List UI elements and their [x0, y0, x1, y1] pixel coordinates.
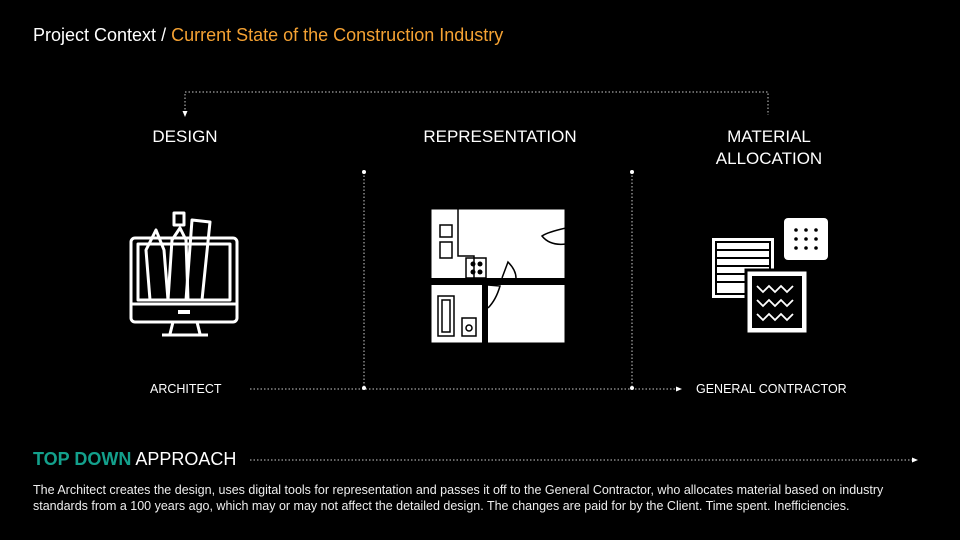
approach-heading: TOP DOWN APPROACH: [33, 449, 236, 470]
arrow-down-icon: [182, 111, 188, 117]
node-dot: [630, 170, 634, 174]
breadcrumb-separator: /: [156, 25, 172, 45]
role-general-contractor: GENERAL CONTRACTOR: [696, 382, 847, 396]
node-dot: [362, 386, 366, 390]
page-title: Project Context / Current State of the C…: [33, 25, 503, 46]
description-paragraph: The Architect creates the design, uses d…: [33, 483, 884, 513]
floor-plan-icon: [430, 208, 566, 344]
node-dot: [630, 386, 634, 390]
node-dot: [362, 170, 366, 174]
approach-highlight: TOP DOWN: [33, 449, 132, 469]
arrow-right-icon: [676, 386, 682, 392]
stage-design-label: DESIGN: [152, 127, 218, 146]
breadcrumb-current: Current State of the Construction Indust…: [171, 25, 504, 45]
arrow-right-icon: [912, 457, 918, 463]
material-samples-icon: [712, 218, 828, 336]
approach-rest: APPROACH: [131, 449, 237, 469]
stage-material-allocation-label: MATERIAL ALLOCATION: [715, 127, 823, 168]
stage-representation-label: REPRESENTATION: [423, 127, 577, 146]
breadcrumb-root: Project Context: [33, 25, 157, 45]
role-architect: ARCHITECT: [150, 382, 222, 396]
feedback-loop-line: [184, 91, 769, 115]
monitor-drafting-tools-icon: [129, 211, 239, 337]
